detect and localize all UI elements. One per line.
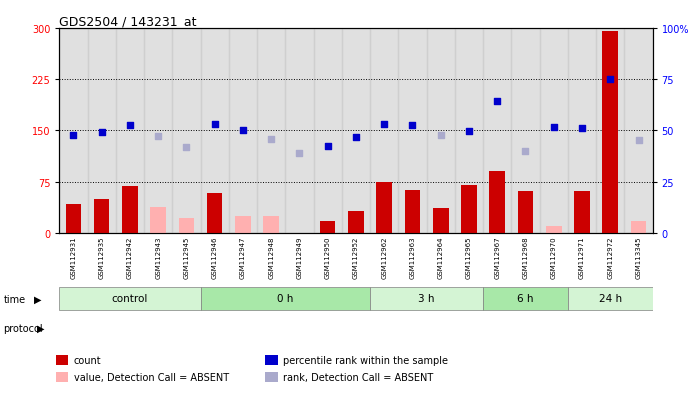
- Bar: [483, 29, 512, 233]
- Bar: [596, 29, 625, 233]
- Text: ▶: ▶: [34, 294, 41, 304]
- Bar: [546, 226, 561, 233]
- Bar: [405, 190, 420, 233]
- Bar: [455, 29, 483, 233]
- Text: 3 h: 3 h: [418, 294, 435, 304]
- Bar: [568, 29, 596, 233]
- Point: [294, 150, 305, 157]
- Bar: [631, 221, 646, 233]
- Bar: [66, 205, 81, 233]
- Point: [407, 122, 418, 129]
- Point: [350, 135, 362, 141]
- Bar: [568, 287, 653, 311]
- Bar: [320, 221, 336, 233]
- Point: [68, 133, 79, 139]
- Bar: [257, 29, 285, 233]
- Text: ▶: ▶: [37, 323, 45, 333]
- Point: [577, 126, 588, 133]
- Bar: [116, 29, 144, 233]
- Bar: [56, 355, 68, 366]
- Point: [378, 121, 389, 128]
- Bar: [348, 211, 364, 233]
- Bar: [94, 199, 110, 233]
- Bar: [399, 29, 426, 233]
- Point: [237, 128, 248, 134]
- Text: 0 h: 0 h: [277, 294, 294, 304]
- Bar: [342, 29, 370, 233]
- Bar: [56, 372, 68, 382]
- Bar: [207, 194, 223, 233]
- Bar: [151, 207, 166, 233]
- Bar: [602, 32, 618, 233]
- Bar: [172, 29, 200, 233]
- Text: GDS2504 / 143231_at: GDS2504 / 143231_at: [59, 15, 197, 28]
- Text: 24 h: 24 h: [599, 294, 622, 304]
- Bar: [540, 29, 568, 233]
- Point: [463, 128, 475, 135]
- Bar: [265, 355, 278, 366]
- Point: [153, 133, 164, 140]
- Bar: [200, 287, 370, 311]
- Bar: [144, 29, 172, 233]
- Bar: [313, 29, 342, 233]
- Bar: [285, 29, 313, 233]
- Point: [520, 148, 531, 155]
- Bar: [461, 186, 477, 233]
- Text: 6 h: 6 h: [517, 294, 534, 304]
- Point: [181, 144, 192, 151]
- Point: [96, 129, 107, 136]
- Bar: [483, 287, 568, 311]
- Bar: [122, 187, 138, 233]
- Bar: [263, 216, 279, 233]
- Text: protocol: protocol: [3, 323, 43, 333]
- Point: [633, 138, 644, 144]
- Point: [604, 77, 616, 83]
- Point: [491, 99, 503, 105]
- Point: [435, 133, 446, 139]
- Bar: [370, 287, 483, 311]
- Bar: [200, 29, 229, 233]
- Bar: [59, 287, 200, 311]
- Bar: [518, 191, 533, 233]
- Bar: [625, 29, 653, 233]
- Text: time: time: [3, 294, 26, 304]
- Bar: [370, 29, 399, 233]
- Bar: [512, 29, 540, 233]
- Text: count: count: [74, 355, 102, 366]
- Bar: [265, 372, 278, 382]
- Point: [322, 143, 334, 150]
- Bar: [87, 29, 116, 233]
- Bar: [574, 191, 590, 233]
- Bar: [433, 208, 449, 233]
- Bar: [426, 29, 455, 233]
- Bar: [489, 172, 505, 233]
- Text: control: control: [112, 294, 148, 304]
- Bar: [179, 218, 194, 233]
- Bar: [235, 216, 251, 233]
- Bar: [229, 29, 257, 233]
- Bar: [59, 29, 87, 233]
- Text: percentile rank within the sample: percentile rank within the sample: [283, 355, 448, 366]
- Text: rank, Detection Call = ABSENT: rank, Detection Call = ABSENT: [283, 372, 433, 382]
- Point: [266, 136, 277, 142]
- Point: [548, 124, 559, 131]
- Point: [124, 122, 135, 129]
- Point: [209, 121, 221, 128]
- Text: value, Detection Call = ABSENT: value, Detection Call = ABSENT: [74, 372, 229, 382]
- Bar: [376, 182, 392, 233]
